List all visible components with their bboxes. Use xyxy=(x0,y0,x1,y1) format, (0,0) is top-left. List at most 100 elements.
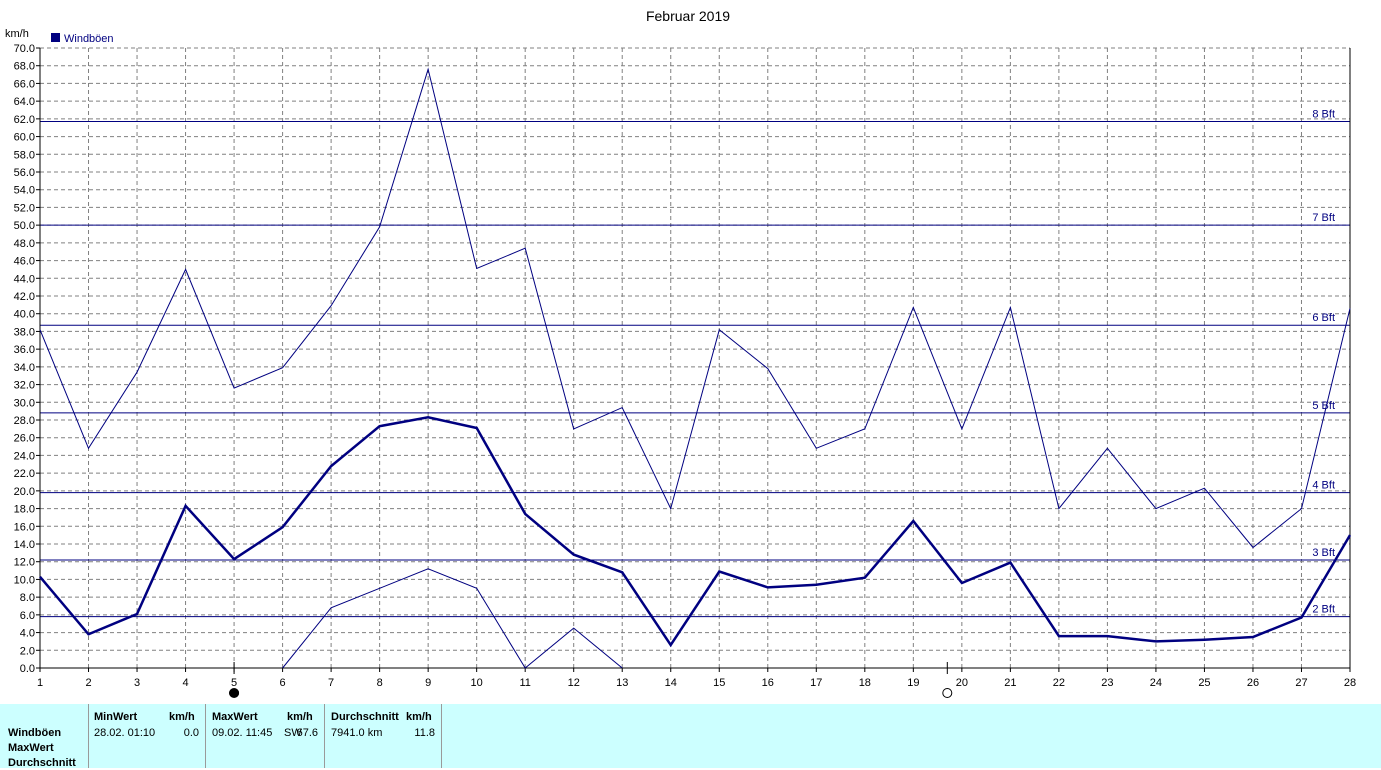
y-tick-label: 30.0 xyxy=(14,397,35,409)
y-tick-label: 36.0 xyxy=(14,344,35,356)
table-divider xyxy=(324,704,325,768)
axes: 0.0 2.0 4.0 6.0 8.0 10.0 12.0 14.0 16.0 18.0 20.0 2… xyxy=(14,43,1357,689)
row-label-maxwert: MaxWert xyxy=(8,742,54,754)
y-tick-label: 6.0 xyxy=(20,610,35,622)
series-line-average xyxy=(39,416,1352,648)
row-label-durchschnitt: Durchschnitt xyxy=(8,757,76,769)
beaufort-reference-lines: 2 Bft 3 Bft 4 Bft 5 Bft 6 Bft 7 Bft 8 Bft xyxy=(40,109,1350,618)
x-tick-label: 12 xyxy=(568,677,580,689)
y-tick-label: 22.0 xyxy=(14,468,35,480)
x-tick-label: 17 xyxy=(810,677,822,689)
y-tick-label: 60.0 xyxy=(14,132,35,144)
y-tick-label: 18.0 xyxy=(14,504,35,516)
x-tick-label: 9 xyxy=(425,677,431,689)
max-direction: SW xyxy=(284,727,302,739)
reference-line-label: 7 Bft xyxy=(1312,212,1335,224)
y-tick-label: 40.0 xyxy=(14,309,35,321)
x-tick-label: 6 xyxy=(280,677,286,689)
row-label-windboeen: Windböen xyxy=(8,727,62,739)
x-tick-label: 2 xyxy=(85,677,91,689)
y-tick-label: 68.0 xyxy=(14,61,35,73)
x-tick-label: 26 xyxy=(1247,677,1259,689)
x-tick-label: 16 xyxy=(762,677,774,689)
x-tick-label: 15 xyxy=(713,677,725,689)
y-tick-label: 0.0 xyxy=(20,663,35,675)
series-line-max xyxy=(39,67,1351,549)
x-tick-label: 3 xyxy=(134,677,140,689)
y-tick-label: 8.0 xyxy=(20,592,35,604)
y-tick-label: 32.0 xyxy=(14,380,35,392)
y-tick-label: 24.0 xyxy=(14,450,35,462)
y-tick-label: 46.0 xyxy=(14,256,35,268)
min-date: 28.02. 01:10 xyxy=(94,727,156,739)
x-tick-label: 10 xyxy=(471,677,483,689)
reference-line-label: 6 Bft xyxy=(1312,312,1335,324)
table-divider xyxy=(88,704,89,768)
x-tick-label: 22 xyxy=(1053,677,1065,689)
x-tick-label: 24 xyxy=(1150,677,1162,689)
y-tick-label: 64.0 xyxy=(14,96,35,108)
y-tick-label: 48.0 xyxy=(14,238,35,250)
y-tick-label: 62.0 xyxy=(14,114,35,126)
y-tick-label: 66.0 xyxy=(14,78,35,90)
moon-phase-markers xyxy=(229,662,953,698)
y-tick-label: 16.0 xyxy=(14,521,35,533)
y-tick-label: 38.0 xyxy=(14,326,35,338)
max-date: 09.02. 11:45 xyxy=(212,727,273,739)
legend-swatch xyxy=(51,33,60,42)
grid xyxy=(40,47,1350,668)
y-axis-unit: km/h xyxy=(5,28,29,40)
x-tick-label: 23 xyxy=(1101,677,1113,689)
reference-line-label: 5 Bft xyxy=(1312,400,1335,412)
y-tick-label: 10.0 xyxy=(14,574,35,586)
y-tick-label: 56.0 xyxy=(14,167,35,179)
x-tick-label: 4 xyxy=(182,677,188,689)
avg-value: 11.8 xyxy=(414,727,435,739)
y-tick-label: 28.0 xyxy=(14,415,35,427)
header-avg-unit: km/h xyxy=(406,711,432,723)
y-tick-label: 20.0 xyxy=(14,486,35,498)
y-tick-label: 42.0 xyxy=(14,291,35,303)
y-tick-label: 44.0 xyxy=(14,273,35,285)
y-tick-label: 14.0 xyxy=(14,539,35,551)
reference-line-label: 4 Bft xyxy=(1312,480,1335,492)
x-tick-label: 18 xyxy=(859,677,871,689)
header-max-unit: km/h xyxy=(287,711,313,723)
header-avg-title: Durchschnitt xyxy=(331,711,399,723)
x-tick-label: 20 xyxy=(956,677,968,689)
header-min-title: MinWert xyxy=(94,711,138,723)
x-tick-label: 28 xyxy=(1344,677,1356,689)
x-tick-label: 1 xyxy=(37,677,43,689)
x-tick-label: 25 xyxy=(1198,677,1210,689)
y-tick-label: 12.0 xyxy=(14,557,35,569)
y-tick-label: 52.0 xyxy=(14,202,35,214)
y-tick-label: 50.0 xyxy=(14,220,35,232)
new-moon-fill xyxy=(230,688,240,698)
reference-line-label: 2 Bft xyxy=(1312,604,1335,616)
y-tick-label: 58.0 xyxy=(14,149,35,161)
x-tick-label: 5 xyxy=(231,677,237,689)
y-tick-label: 2.0 xyxy=(20,645,35,657)
legend-label: Windböen xyxy=(64,33,114,45)
x-tick-label: 8 xyxy=(377,677,383,689)
full-moon-icon xyxy=(942,688,953,698)
x-tick-label: 21 xyxy=(1004,677,1016,689)
reference-line-label: 3 Bft xyxy=(1312,547,1335,559)
series-line-min xyxy=(282,568,623,669)
chart-title: Februar 2019 xyxy=(646,8,730,24)
reference-line-label: 8 Bft xyxy=(1312,109,1335,121)
wind-gust-chart: Februar 2019 km/h Windböen 2 Bft 3 Bft 4 B… xyxy=(5,8,1357,698)
y-tick-label: 26.0 xyxy=(14,433,35,445)
series-lines xyxy=(39,67,1352,669)
table-divider xyxy=(441,704,442,768)
x-tick-label: 7 xyxy=(328,677,334,689)
statistics-table: Windböen MaxWert Durchschnitt MinWert km… xyxy=(0,704,1381,769)
min-value: 0.0 xyxy=(183,727,199,739)
y-tick-label: 4.0 xyxy=(20,628,35,640)
header-min-unit: km/h xyxy=(169,711,195,723)
x-tick-label: 27 xyxy=(1295,677,1307,689)
y-tick-label: 54.0 xyxy=(14,185,35,197)
x-tick-label: 13 xyxy=(616,677,628,689)
y-tick-label: 34.0 xyxy=(14,362,35,374)
avg-distance: 7941.0 km xyxy=(331,727,383,739)
